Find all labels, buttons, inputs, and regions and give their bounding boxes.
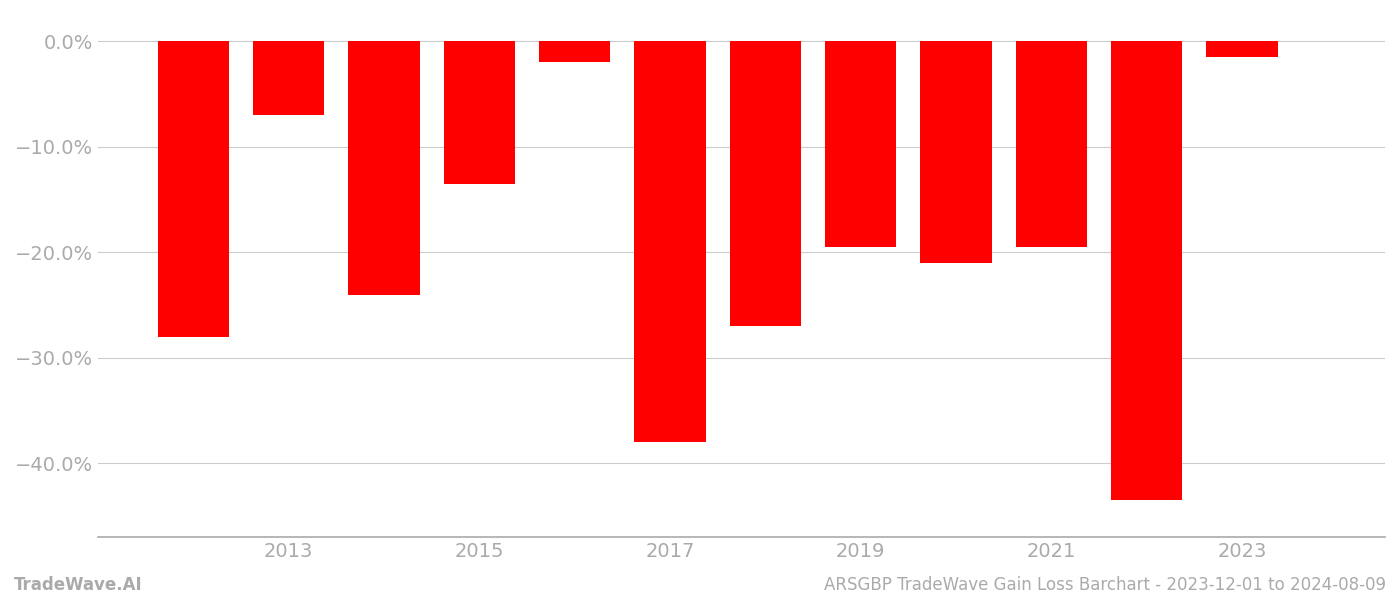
Bar [634,41,706,442]
Bar [1207,41,1278,57]
Bar [444,41,515,184]
Bar [1112,41,1183,500]
Bar [349,41,420,295]
Bar [539,41,610,62]
Bar [253,41,325,115]
Text: TradeWave.AI: TradeWave.AI [14,576,143,594]
Bar [1015,41,1086,247]
Bar [825,41,896,247]
Bar [158,41,230,337]
Bar [920,41,991,263]
Bar [729,41,801,326]
Text: ARSGBP TradeWave Gain Loss Barchart - 2023-12-01 to 2024-08-09: ARSGBP TradeWave Gain Loss Barchart - 20… [825,576,1386,594]
